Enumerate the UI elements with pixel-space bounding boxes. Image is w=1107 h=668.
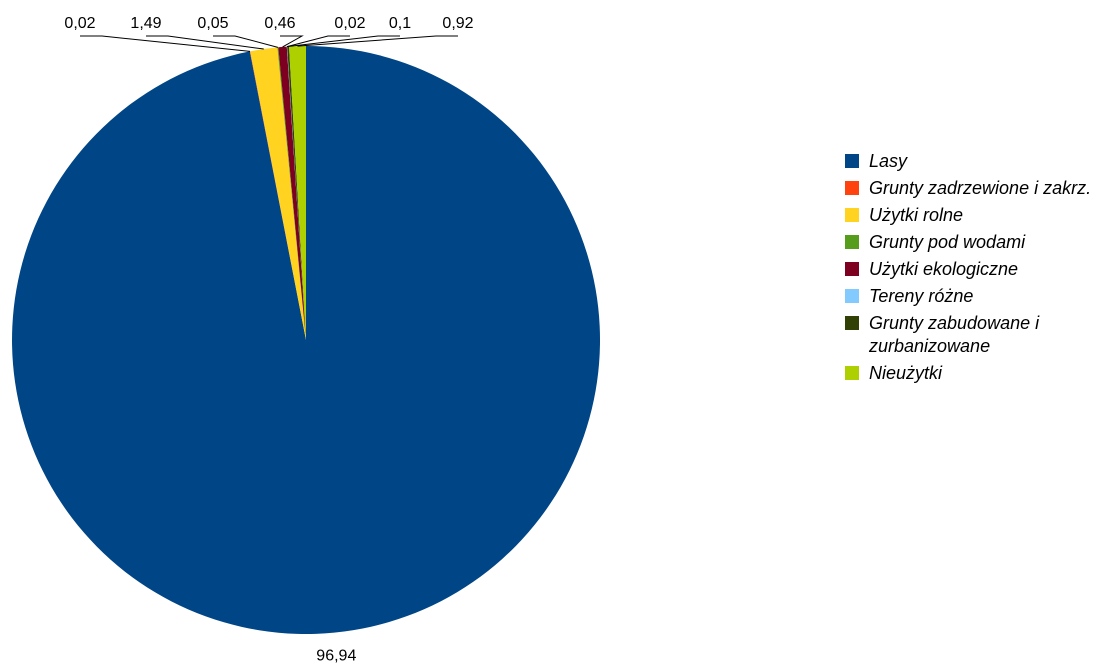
legend-item: Użytki rolne bbox=[845, 204, 1107, 227]
legend-label: Nieużytki bbox=[869, 363, 943, 383]
legend-item: Grunty pod wodami bbox=[845, 231, 1107, 254]
leader-line-7 bbox=[288, 35, 400, 48]
legend-label: Grunty pod wodami bbox=[869, 232, 1026, 252]
data-label-4: 0,05 bbox=[197, 15, 228, 32]
legend-swatch bbox=[845, 235, 859, 249]
leader-line-5 bbox=[280, 35, 304, 48]
legend-item: Nieużytki bbox=[845, 362, 1107, 385]
pie-slices bbox=[12, 46, 601, 635]
leader-line-8 bbox=[297, 35, 458, 47]
pie-chart: 96,94 0,02 1,49 0,05 0,46 0,02 0,1 0,92 bbox=[12, 15, 601, 665]
label-leader-lines bbox=[80, 35, 458, 52]
pie-slice-4 bbox=[277, 47, 306, 341]
leader-line-2 bbox=[80, 35, 251, 52]
pie-slice-8 bbox=[289, 46, 306, 340]
data-label-1: 96,94 bbox=[316, 648, 356, 665]
legend-swatch bbox=[845, 181, 859, 195]
legend-item: Tereny różne bbox=[845, 285, 1107, 308]
legend-label: Użytki ekologiczne bbox=[869, 259, 1019, 279]
pie-slice-6 bbox=[286, 46, 306, 340]
data-label-5: 0,46 bbox=[264, 15, 295, 32]
data-label-3: 1,49 bbox=[130, 15, 161, 32]
leader-line-3 bbox=[146, 35, 264, 50]
leader-line-6 bbox=[286, 35, 350, 48]
legend-swatch bbox=[845, 366, 859, 380]
legend-swatch bbox=[845, 154, 859, 168]
legend-label: Lasy bbox=[869, 151, 908, 171]
legend-swatch bbox=[845, 262, 859, 276]
pie-slice-2 bbox=[249, 51, 306, 340]
legend-swatch bbox=[845, 208, 859, 222]
legend: Lasy Grunty zadrzewione i zakrz. Użytki ro… bbox=[845, 150, 1107, 389]
pie-slice-7 bbox=[287, 46, 306, 341]
leader-line-4 bbox=[213, 35, 278, 48]
data-label-6: 0,02 bbox=[334, 15, 365, 32]
legend-item: Użytki ekologiczne bbox=[845, 258, 1107, 281]
data-labels: 96,94 0,02 1,49 0,05 0,46 0,02 0,1 0,92 bbox=[64, 15, 473, 665]
pie-slice-5 bbox=[278, 46, 306, 340]
pie-slice-3 bbox=[250, 47, 306, 340]
pie-slice-1 bbox=[12, 46, 601, 635]
legend-label: Użytki rolne bbox=[869, 205, 964, 225]
legend-label: Grunty zadrzewione i zakrz. bbox=[869, 178, 1092, 198]
data-label-8: 0,92 bbox=[442, 15, 473, 32]
legend-label: Grunty zabudowane i zurbanizowane bbox=[869, 313, 1040, 356]
legend-swatch bbox=[845, 316, 859, 330]
legend-item: Lasy bbox=[845, 150, 1107, 173]
legend-item: Grunty zadrzewione i zakrz. bbox=[845, 177, 1107, 200]
data-label-2: 0,02 bbox=[64, 15, 95, 32]
legend-item: Grunty zabudowane i zurbanizowane bbox=[845, 312, 1107, 358]
legend-label: Tereny różne bbox=[869, 286, 974, 306]
legend-swatch bbox=[845, 289, 859, 303]
data-label-7: 0,1 bbox=[389, 15, 411, 32]
